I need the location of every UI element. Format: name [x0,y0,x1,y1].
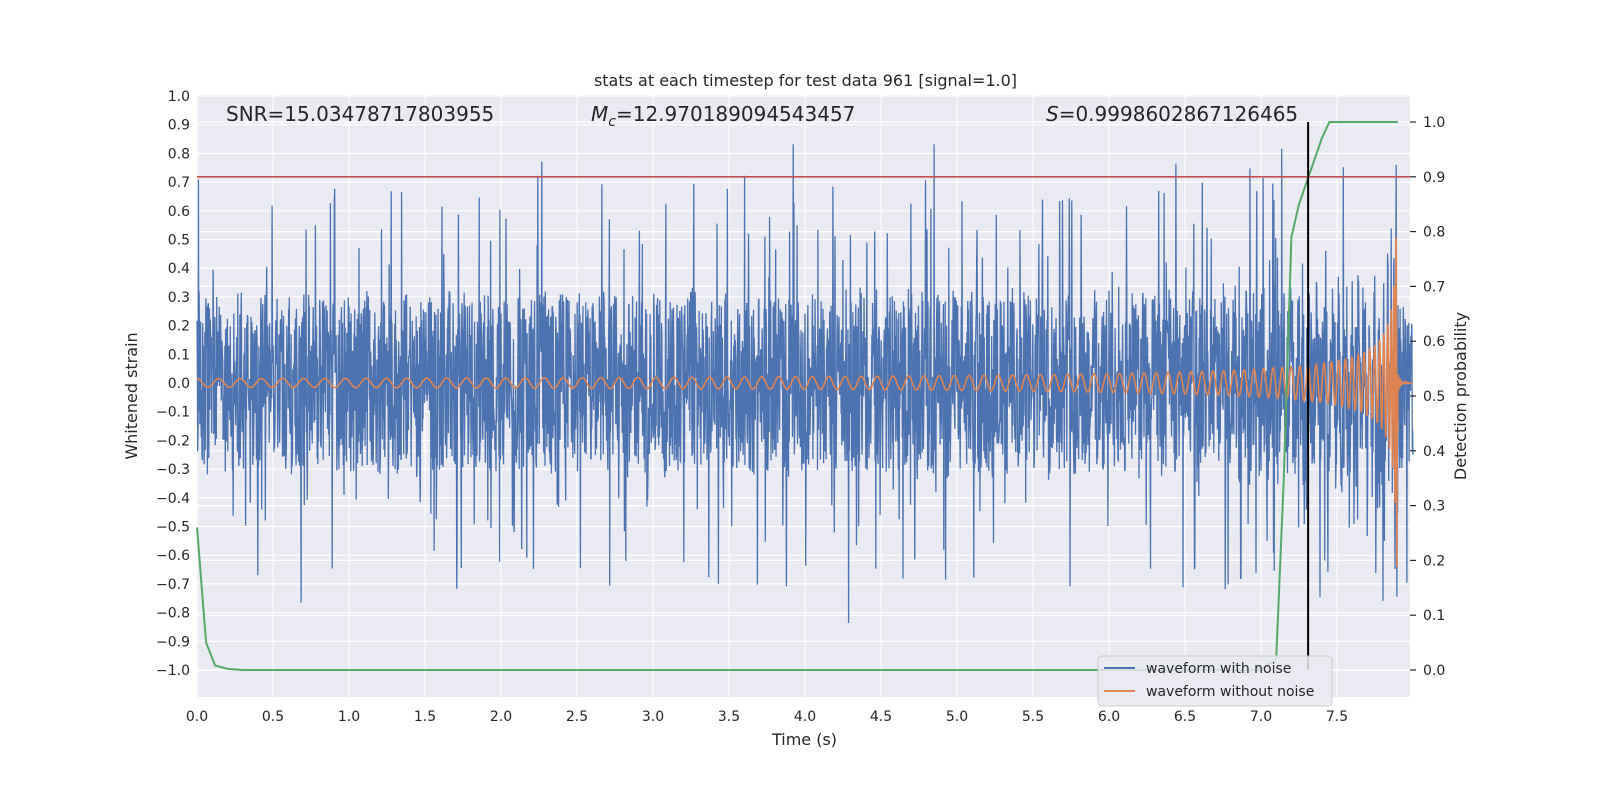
y-tick-label: 0.1 [168,347,190,363]
markers [197,122,1410,670]
y-right-tick-label: 0.6 [1423,334,1445,350]
snr-annotation: SNR=15.03478717803955 [226,102,494,126]
y-tick-label: −0.8 [156,606,190,622]
y-right-tick-label: 0.1 [1423,608,1445,624]
y-tick-label: −0.5 [156,520,190,536]
y-tick-label: −0.6 [156,548,190,564]
y-right-tick-label: 0.7 [1423,279,1445,295]
x-tick-label: 3.0 [642,709,664,725]
y-right-tick-label: 1.0 [1423,115,1445,131]
y-tick-label: −0.2 [156,433,190,449]
y-right-tick-label: 0.0 [1423,663,1445,679]
y-tick-label: −0.3 [156,462,190,478]
x-tick-label: 2.5 [566,709,588,725]
y-tick-label: −0.9 [156,634,190,650]
y-tick-label: −0.7 [156,577,190,593]
y-tick-label: 0.5 [168,233,190,249]
tick-labels: 0.0 0.5 1.0 1.5 2.0 2.5 3.0 3.5 4.0 4.5 5.0 5.5 6.0 6… [156,89,1445,725]
chirp-mass-subscript: c [608,114,616,130]
y-right-tick-label: 0.2 [1423,553,1445,569]
y-right-tick-label: 0.4 [1423,444,1445,460]
score-value: =0.9998602867126465 [1059,102,1298,126]
y-axis-label: Whitened strain [122,332,141,459]
legend-label-noise: waveform with noise [1146,661,1291,677]
legend-box [1097,655,1333,707]
x-tick-label: 3.5 [718,709,740,725]
y-right-tick-label: 0.8 [1423,225,1445,241]
y-right-tick-label: 0.9 [1423,170,1445,186]
y-tick-label: 0.7 [168,175,190,191]
y-right-tick-label: 0.3 [1423,499,1445,515]
score-symbol: S [1046,102,1059,126]
x-tick-label: 5.5 [1022,709,1044,725]
x-tick-label: 1.0 [338,709,360,725]
series-waveform-with-noise [196,144,1414,624]
y-right-tick-label: 0.5 [1423,389,1445,405]
x-tick-label: 0.5 [262,709,284,725]
x-tick-label: 6.5 [1174,709,1196,725]
clean-line [197,237,1413,567]
chirp-mass-value: =12.970189094543457 [616,102,855,126]
x-tick-label: 1.5 [414,709,436,725]
y-tick-label: 0.3 [168,290,190,306]
chirp-mass-symbol: M [591,102,608,126]
y-tick-label: −0.1 [156,405,190,421]
x-tick-label: 2.0 [490,709,512,725]
noise-line [196,144,1414,624]
series-waveform-without-noise [197,237,1413,567]
y-tick-label: −0.4 [156,491,190,507]
x-axis-label: Time (s) [771,730,837,749]
x-tick-label: 7.0 [1250,709,1272,725]
legend-label-clean: waveform without noise [1146,684,1314,700]
chirp-mass-annotation: Mc=12.970189094543457 [591,102,855,130]
x-tick-label: 5.0 [946,709,968,725]
y-tick-label: 0.9 [168,118,190,134]
score-annotation: S=0.9998602867126465 [1046,102,1298,126]
y-tick-label: 0.6 [168,204,190,220]
y-tick-label: −1.0 [156,663,190,679]
y-axis-right-label: Detection probability [1451,312,1470,480]
x-tick-label: 0.0 [186,709,208,725]
y-tick-label: 0.4 [168,261,190,277]
chart-title: stats at each timestep for test data 961… [594,71,1017,90]
legend: waveform with noise waveform without noi… [1097,655,1333,707]
x-tick-label: 4.5 [870,709,892,725]
y-tick-label: 0.2 [168,319,190,335]
y-tick-label: 1.0 [168,89,190,105]
y-tick-label: 0.8 [168,146,190,162]
x-tick-label: 6.0 [1098,709,1120,725]
x-tick-label: 4.0 [794,709,816,725]
y-tick-label: 0.0 [168,376,190,392]
x-tick-label: 7.5 [1326,709,1348,725]
